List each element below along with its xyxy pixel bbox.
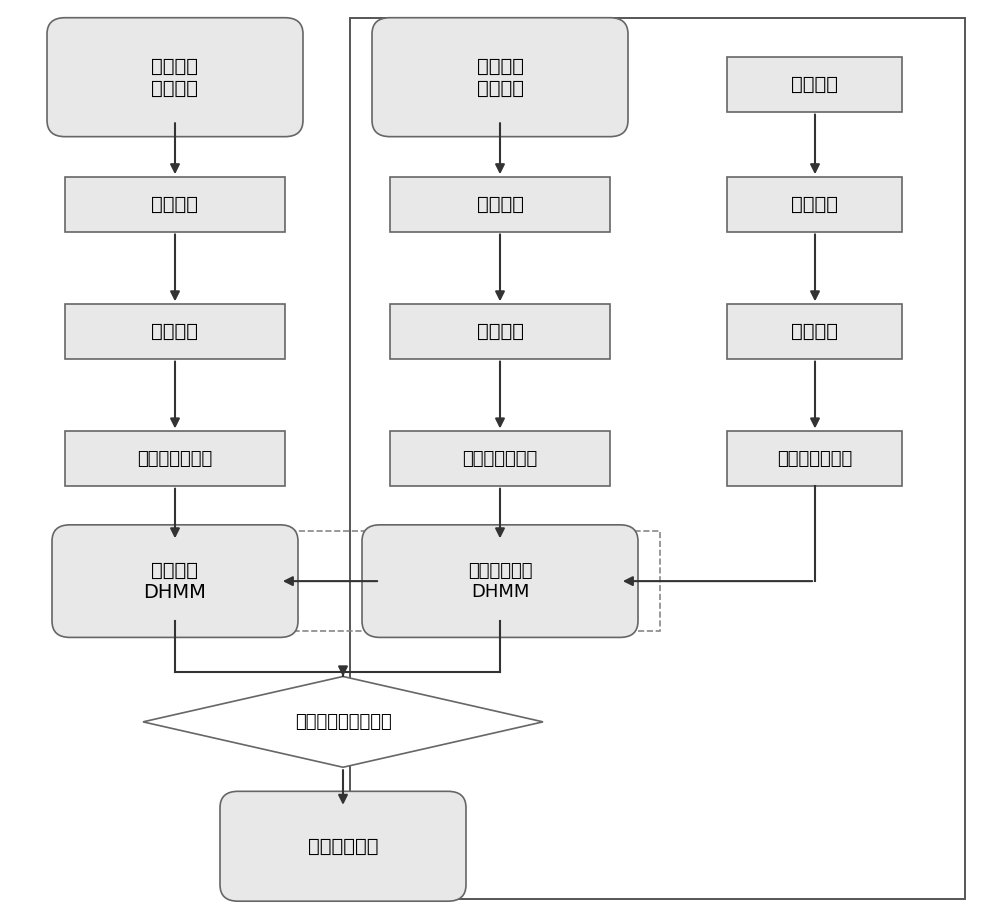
Text: 特征选择: 特征选择 [152,322,198,340]
FancyBboxPatch shape [52,525,298,637]
Text: 特征提取: 特征提取 [792,195,838,213]
FancyBboxPatch shape [362,525,638,637]
FancyBboxPatch shape [727,177,902,232]
FancyBboxPatch shape [47,17,303,136]
FancyBboxPatch shape [65,431,285,486]
FancyBboxPatch shape [220,791,466,901]
Text: 特征序列标量化: 特征序列标量化 [462,449,538,468]
Text: 监测数据: 监测数据 [792,75,838,94]
Bar [55,531,660,631]
FancyBboxPatch shape [390,304,610,359]
Text: 特征选择: 特征选择 [792,322,838,340]
Text: 特征序列标量化: 特征序列标量化 [777,449,853,468]
FancyBboxPatch shape [65,177,285,232]
Text: 特征提取: 特征提取 [477,195,524,213]
FancyBboxPatch shape [390,431,610,486]
Text: 严重磨损状态
DHMM: 严重磨损状态 DHMM [468,562,532,600]
FancyBboxPatch shape [727,57,902,112]
Text: 特征选择: 特征选择 [477,322,524,340]
FancyBboxPatch shape [372,17,628,136]
Text: 特征序列标量化: 特征序列标量化 [137,449,213,468]
Text: 新刀加工
电流信号: 新刀加工 电流信号 [152,56,198,98]
Text: 特征提取: 特征提取 [152,195,198,213]
Text: 正常状态
DHMM: 正常状态 DHMM [144,560,206,602]
Bar [350,18,965,899]
Text: 极大似然估计值对比: 极大似然估计值对比 [295,713,391,731]
Polygon shape [143,676,543,767]
Text: 严重磨损
电流信号: 严重磨损 电流信号 [477,56,524,98]
FancyBboxPatch shape [727,304,902,359]
FancyBboxPatch shape [65,304,285,359]
Text: 刀具磨损监测: 刀具磨损监测 [308,837,378,855]
FancyBboxPatch shape [390,177,610,232]
FancyBboxPatch shape [727,431,902,486]
